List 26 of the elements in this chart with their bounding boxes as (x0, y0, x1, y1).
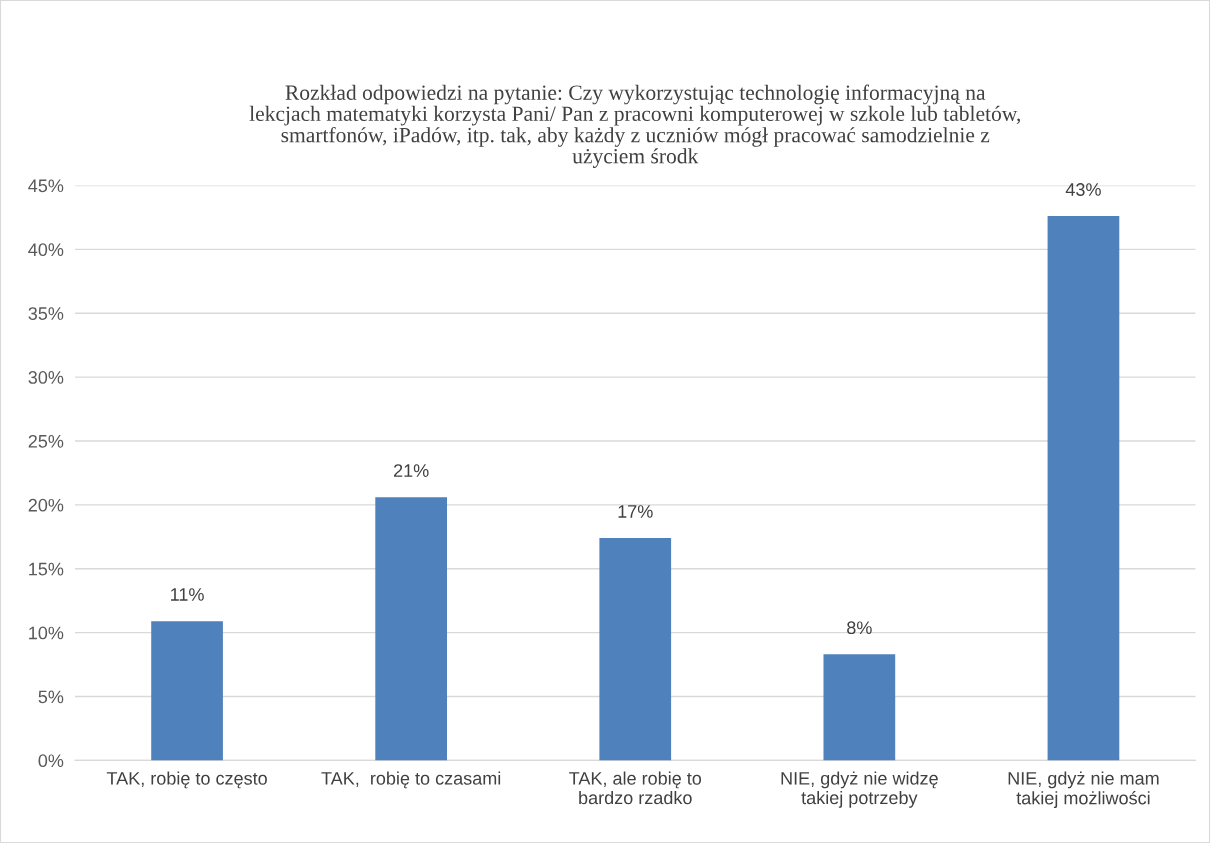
y-tick-label: 25% (28, 434, 64, 448)
data-label: 43% (1065, 183, 1101, 196)
bar (599, 538, 672, 761)
y-tick-label: 20% (28, 498, 64, 512)
data-label: 17% (618, 505, 653, 518)
x-tick-label: TAK, robię to często (106, 771, 267, 789)
data-label: 8% (847, 621, 872, 635)
bar (1047, 216, 1120, 761)
y-tick-label: 40% (28, 243, 64, 257)
y-tick-label: 30% (28, 371, 64, 384)
y-tick-label: 10% (29, 626, 64, 640)
x-tick-label: NIE, gdyż nie mam takiej możliwości (1008, 771, 1159, 809)
y-tick-label: 45% (28, 179, 64, 193)
y-tick-label: 5% (38, 690, 64, 704)
y-tick-label: 15% (29, 562, 64, 576)
bar (375, 497, 448, 761)
chart-title: Rozkład odpowiedzi na pytanie: Czy wykorzystując technologię informacyjną na lekcjach matematyki korzysta Pani/ Pan z pracowni komputerowej w szkole lub tabletów, smartfonów, iPadów, itp. tak, aby każdy z uczniów mógł pracować samodzielnie z użyciem środk (249, 84, 1020, 168)
y-tick-label: 0% (38, 754, 64, 768)
x-tick-label: NIE, gdyż nie widzę takiej potrzeby (781, 771, 938, 808)
data-label: 21% (394, 464, 429, 477)
x-tick-label: TAK, robię to czasami (321, 771, 501, 789)
bar (823, 654, 896, 761)
bar (151, 621, 223, 761)
x-tick-label: TAK, ale robię to bardzo rzadko (569, 771, 702, 805)
data-label: 11% (171, 588, 204, 601)
y-tick-label: 35% (28, 307, 64, 320)
